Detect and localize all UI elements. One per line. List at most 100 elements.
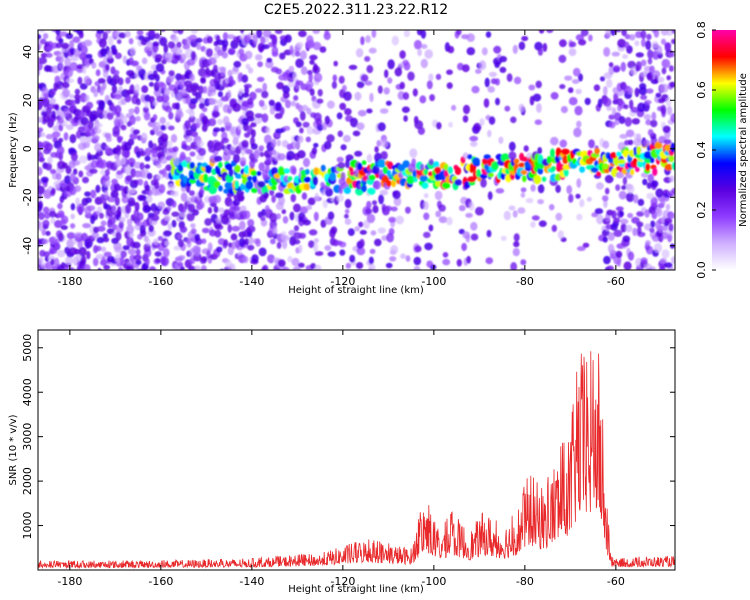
spectrogram-cell	[651, 180, 659, 188]
spectrogram-cell	[303, 183, 311, 191]
spectrogram-cell	[522, 175, 527, 183]
spectrogram-cell	[612, 87, 618, 94]
spectrogram-cell	[120, 250, 127, 258]
spectrogram-cell	[454, 166, 462, 176]
spectrogram-cell	[639, 83, 647, 90]
spectrogram-cell	[504, 105, 511, 112]
spectrogram-cell	[163, 214, 172, 222]
spectrogram-cell	[518, 103, 525, 113]
spectrogram-cell	[65, 256, 73, 265]
spectrogram-cell	[315, 118, 323, 126]
spectrogram-cell	[243, 165, 250, 175]
spectrogram-cell	[212, 111, 220, 118]
spectrogram-cell	[201, 238, 207, 244]
spectrogram-cell	[177, 261, 184, 267]
spectrogram-cell	[576, 213, 583, 221]
spectrogram-cell	[251, 157, 258, 163]
spectrogram-cell	[308, 240, 315, 248]
spectrogram-cell	[347, 228, 355, 237]
spectrogram-cell	[66, 78, 75, 84]
spectrogram-cell	[582, 242, 590, 248]
spectrogram-cell	[640, 30, 647, 40]
spectrogram-cell	[190, 228, 197, 235]
spectrogram-cell	[258, 99, 265, 107]
spectrogram-cell	[155, 163, 162, 169]
spectrogram-cell	[111, 47, 118, 56]
spectrogram-cell	[89, 168, 98, 174]
colorbar-label: Normalized spectral amplitude	[738, 73, 749, 227]
spectrogram-cell	[127, 197, 136, 206]
spectrogram-cell	[661, 59, 668, 68]
spectrogram-cell	[242, 256, 249, 264]
spectrogram-cell	[625, 224, 633, 233]
spectrogram-cell	[312, 176, 318, 186]
spectrogram-cell	[137, 212, 144, 221]
spectrogram-cell	[645, 119, 652, 126]
spectrogram-cell	[470, 141, 478, 147]
spectrogram-cell	[172, 156, 180, 166]
spectrogram-cell	[220, 214, 230, 225]
spectrogram-cell	[107, 99, 113, 106]
spectrogram-cell	[622, 235, 631, 243]
spectrogram-cell	[232, 102, 242, 112]
spectrogram-cell	[127, 138, 135, 146]
spectrogram-cell	[663, 139, 672, 145]
spectrogram-cell	[354, 226, 361, 232]
spectrogram-cell	[190, 30, 198, 34]
spectrogram-cell	[306, 80, 314, 89]
y-tick-label: 3000	[21, 423, 34, 451]
spectrogram-cell	[316, 98, 324, 104]
spectrogram-cell	[557, 230, 564, 240]
spectrogram-cell	[278, 167, 286, 176]
spectrogram-cell	[644, 99, 652, 105]
spectrogram-cell	[611, 51, 620, 57]
spectrogram-cell	[661, 67, 667, 75]
spectrogram-cell	[217, 66, 227, 72]
spectrogram-cell	[292, 266, 301, 270]
spectrogram-cell	[518, 41, 526, 51]
spectrogram-cell	[622, 149, 629, 158]
spectrogram-cell	[111, 85, 118, 94]
spectrogram-cell	[403, 115, 408, 122]
spectrogram-cell	[177, 239, 184, 248]
spectrogram-cell	[525, 197, 534, 204]
spectrogram-cell	[293, 95, 299, 101]
spectrogram-cell	[247, 219, 255, 227]
spectrogram-cell	[134, 201, 140, 212]
spectrogram-cell	[488, 116, 496, 125]
spectrogram-cell	[421, 182, 429, 189]
spectrogram-cell	[512, 210, 518, 218]
spectrogram-cell	[669, 212, 675, 219]
colorbar-tick-label: 0.0	[695, 261, 708, 279]
spectrogram-cell	[297, 135, 304, 143]
spectrogram-cell	[560, 106, 568, 114]
spectrogram-cell	[38, 151, 44, 161]
spectrogram-cell	[668, 154, 675, 163]
spectrogram-cell	[445, 216, 453, 226]
spectrogram-cell	[58, 38, 64, 44]
spectrogram-cell	[537, 48, 544, 56]
spectrogram-cell	[618, 116, 626, 124]
spectrogram-cell	[405, 255, 411, 262]
spectrogram-cell	[86, 101, 94, 109]
spectrogram-cell	[57, 210, 65, 218]
spectrogram-cell	[481, 47, 488, 56]
spectrogram-cell	[634, 87, 640, 98]
spectrogram-cell	[385, 262, 393, 269]
spectrogram-cell	[261, 113, 269, 123]
spectrogram-cell	[265, 60, 274, 69]
spectrogram-cell	[208, 98, 218, 105]
spectrogram-cell	[662, 125, 671, 134]
spectrogram-cell	[143, 36, 151, 43]
spectrogram-cell	[148, 266, 157, 270]
spectrogram-cell	[350, 117, 358, 128]
spectrogram-cell	[196, 140, 204, 148]
spectrogram-cell	[550, 166, 557, 171]
spectrogram-cell	[107, 50, 113, 60]
spectrogram-cell	[96, 236, 105, 244]
spectrogram-cell	[574, 105, 583, 116]
spectrogram-cell	[602, 140, 610, 149]
spectrogram-cell	[127, 248, 137, 255]
spectrogram-cell	[134, 84, 141, 93]
spectrogram-cell	[243, 83, 252, 89]
